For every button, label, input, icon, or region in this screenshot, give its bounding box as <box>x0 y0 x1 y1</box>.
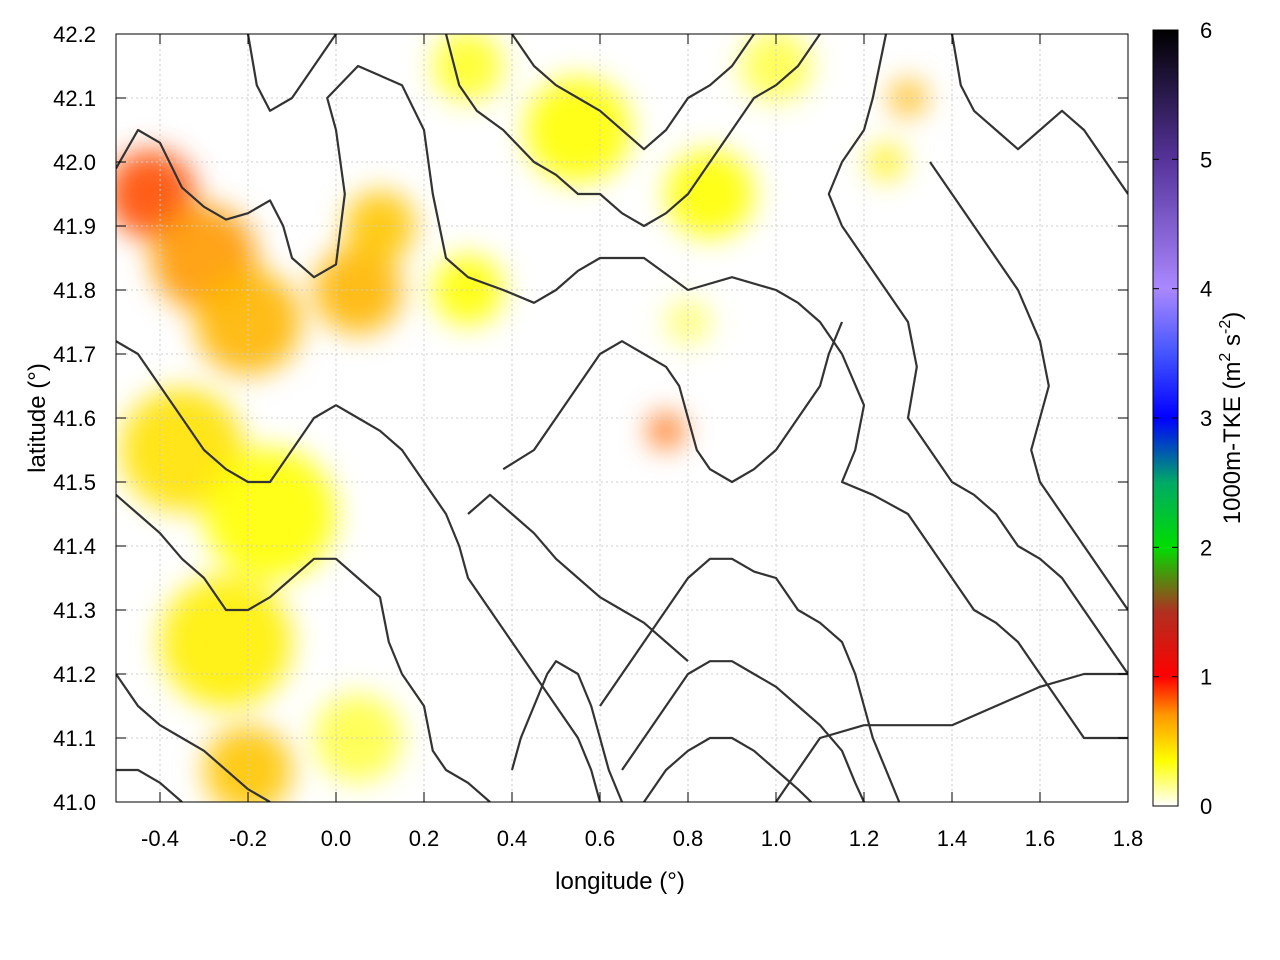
tke-region <box>432 34 504 102</box>
colorbar-label-sup2: -2 <box>1217 320 1234 334</box>
contour-line <box>116 673 271 802</box>
contour-line <box>116 340 602 802</box>
colorbar-label: 1000m-TKE (m2 s-2) <box>1217 312 1246 525</box>
x-tick-label: 0.2 <box>409 826 440 851</box>
contour-line <box>116 64 1128 740</box>
x-tick-label: 0.8 <box>673 826 704 851</box>
x-tick-label: 1.0 <box>761 826 792 851</box>
tke-region <box>120 388 244 512</box>
contour-line <box>511 34 755 151</box>
y-tick-label: 41.7 <box>53 342 96 367</box>
x-tick-label: 0.4 <box>497 826 528 851</box>
tke-region <box>195 269 301 375</box>
contour-line <box>116 768 183 802</box>
colorbar-label-mid: s <box>1219 334 1246 353</box>
colorbar-tick-label: 1 <box>1200 665 1212 690</box>
contour-line <box>950 34 1128 195</box>
y-tick-label: 41.4 <box>53 534 96 559</box>
colorbar-tick-label: 6 <box>1200 18 1212 43</box>
colorbar-label-end: ) <box>1219 312 1246 320</box>
contour-line <box>467 493 689 663</box>
x-tick-label: 0.6 <box>585 826 616 851</box>
contour-line <box>599 557 901 802</box>
y-tick-label: 42.0 <box>53 150 96 175</box>
contour-line <box>643 736 812 802</box>
x-tick-label: -0.2 <box>229 826 267 851</box>
contour-line <box>116 493 491 802</box>
y-tick-label: 42.1 <box>53 86 96 111</box>
y-tick-label: 42.2 <box>53 22 96 47</box>
contour-lines <box>116 34 1128 802</box>
contour-line <box>775 672 1128 802</box>
colorbar-tick-label: 0 <box>1200 794 1212 819</box>
colorbar-ticks: 0 1 2 3 4 5 6 <box>1153 18 1212 819</box>
y-axis: 41.0 41.1 41.2 41.3 41.4 41.5 41.6 41.7 41.8 41.9… <box>53 22 1128 815</box>
y-tick-label: 41.0 <box>53 790 96 815</box>
tke-region <box>160 576 292 708</box>
contour-line <box>827 34 1128 675</box>
colorbar-label-main: 1000m-TKE (m <box>1219 362 1246 525</box>
tke-region <box>740 34 812 102</box>
contour-line <box>246 34 337 112</box>
x-tick-label: 1.2 <box>849 826 880 851</box>
y-tick-label: 41.2 <box>53 662 96 687</box>
y-tick-label: 41.3 <box>53 598 96 623</box>
contour-line <box>621 660 865 802</box>
contour-line <box>929 161 1128 611</box>
colorbar-tick-label: 2 <box>1200 535 1212 560</box>
x-tick-label: 1.6 <box>1025 826 1056 851</box>
tke-heat-field <box>116 34 926 802</box>
y-tick-label: 41.6 <box>53 406 96 431</box>
colorbar-label-sup1: 2 <box>1217 353 1234 362</box>
colorbar-tick-label: 4 <box>1200 277 1212 302</box>
tke-region <box>204 448 336 580</box>
x-tick-label: 0.0 <box>321 826 352 851</box>
x-tick-label: 1.8 <box>1113 826 1144 851</box>
x-tick-label: -0.4 <box>141 826 179 851</box>
y-tick-label: 41.9 <box>53 214 96 239</box>
colorbar-tick-label: 3 <box>1200 406 1212 431</box>
y-axis-label: latitude (°) <box>24 363 51 473</box>
x-tick-label: 1.4 <box>937 826 968 851</box>
tke-region <box>666 300 710 344</box>
colorbar-tick-label: 5 <box>1200 147 1212 172</box>
contour-line <box>444 34 821 228</box>
tke-region <box>648 413 684 449</box>
tke-region <box>344 190 416 262</box>
x-axis-label: longitude (°) <box>555 868 685 895</box>
x-axis: -0.4 -0.2 0.0 0.2 0.4 0.6 0.8 1.0 1.2 1.4 1.6 1.8 <box>141 34 1143 851</box>
y-tick-label: 41.1 <box>53 726 96 751</box>
y-tick-label: 41.5 <box>53 470 96 495</box>
contour-line <box>502 321 844 484</box>
y-tick-label: 41.8 <box>53 278 96 303</box>
tke-region <box>525 77 631 183</box>
contour-line <box>510 660 624 802</box>
